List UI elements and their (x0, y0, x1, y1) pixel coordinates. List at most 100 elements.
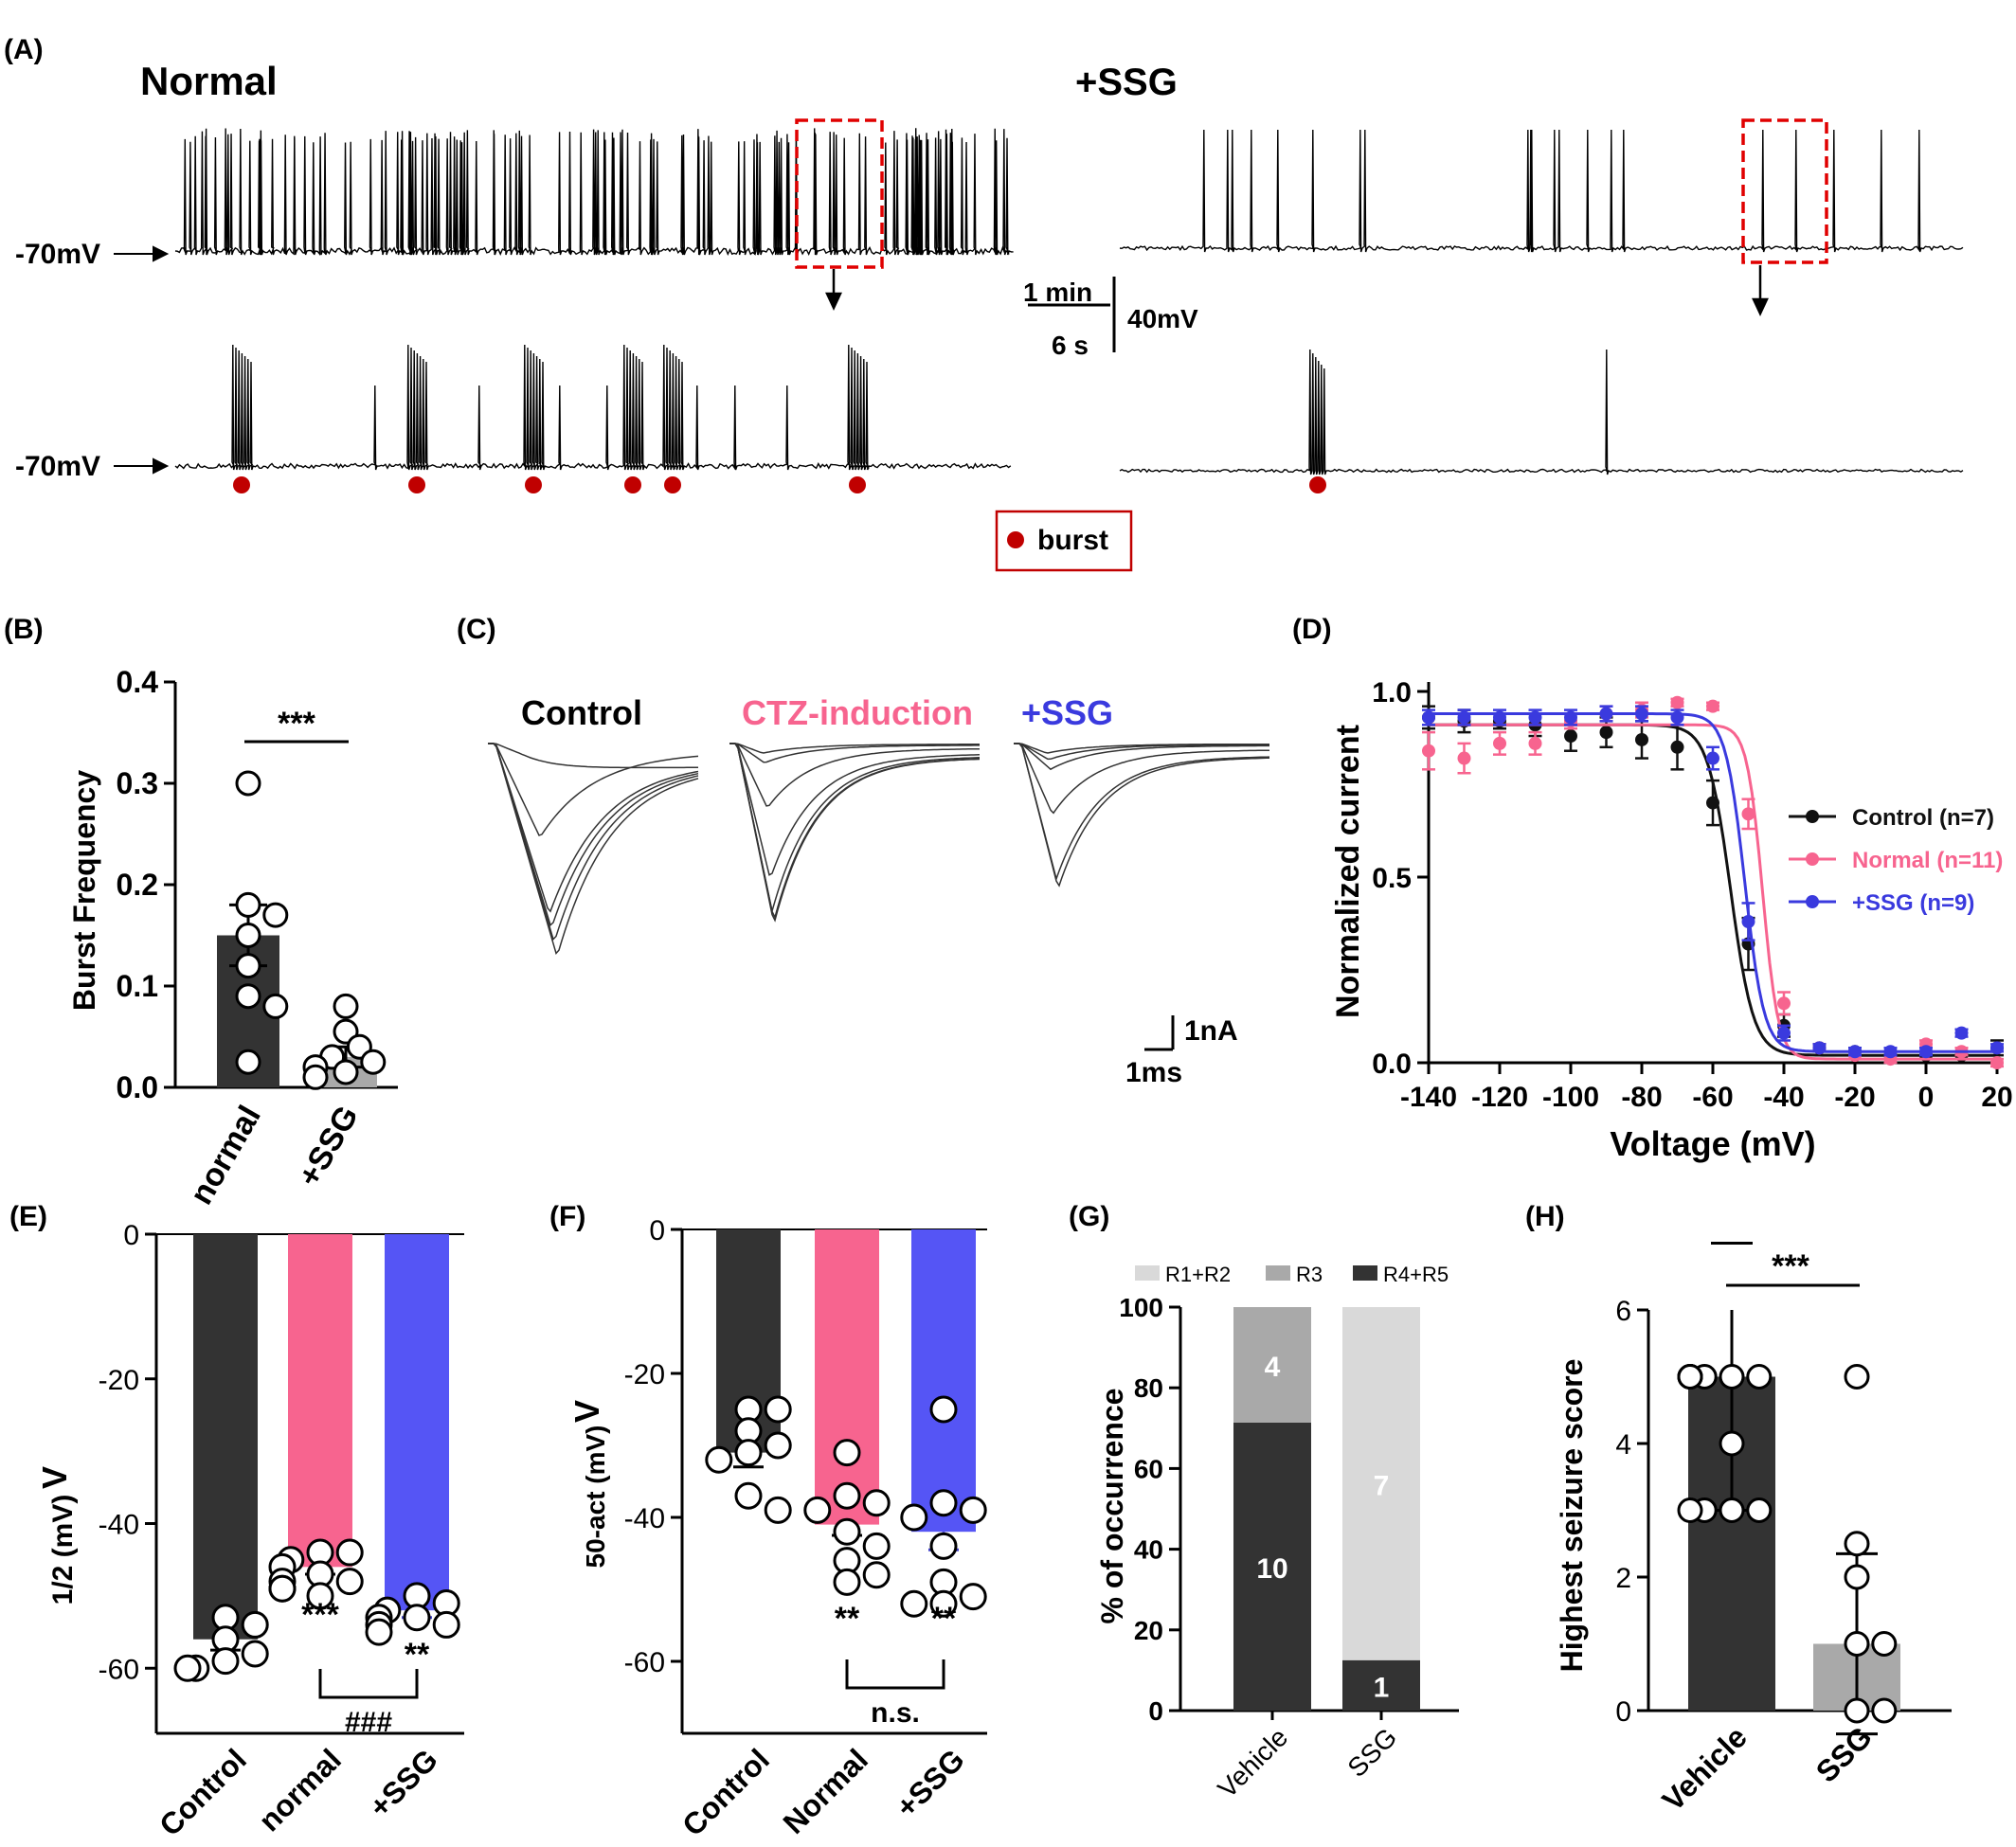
e-ylabel-v: V (35, 1466, 74, 1489)
b-point (235, 983, 261, 1010)
burst-dot (525, 476, 542, 493)
g-legend-label: R4+R5 (1383, 1263, 1449, 1286)
d-xtick-label: -120 (1471, 1082, 1528, 1113)
f-ylabel-rest: 50-act (mV) (581, 1426, 610, 1569)
g-ytick-label: 80 (1134, 1373, 1163, 1403)
panel-d-label: (D) (1292, 614, 1332, 645)
c-current-trace (488, 743, 699, 913)
b-ytick-label: 0.2 (117, 868, 158, 902)
d-point (1919, 1045, 1933, 1059)
burst-legend-label: burst (1037, 525, 1108, 556)
g-legend-label: R3 (1296, 1263, 1323, 1286)
neg-ytick-label: -40 (99, 1510, 139, 1541)
g-ylabel: % of occurrence (1095, 1389, 1129, 1624)
h-ytick-label: 0 (1615, 1696, 1631, 1728)
neg-point (734, 1481, 763, 1510)
g-bar-segment (1342, 1659, 1420, 1711)
d-point (1493, 736, 1506, 750)
d-point (1422, 744, 1435, 758)
panel-b-label: (B) (4, 614, 44, 645)
panel-h-label: (H) (1525, 1201, 1565, 1232)
panel-h-chart: 0 2 4 6 Highest seizure score Vehicle SSG *** (1555, 1242, 1952, 1818)
neg-point (335, 1568, 364, 1596)
h-point (1719, 1364, 1745, 1390)
d-ylabel: Normalized current (1330, 725, 1366, 1018)
b-point (235, 953, 261, 979)
burst-legend: burst (995, 510, 1133, 572)
h-xtick-label: SSG (1809, 1719, 1879, 1788)
d-xtick-label: -140 (1400, 1082, 1457, 1113)
b-point (360, 1049, 387, 1075)
c-current-trace (1014, 743, 1269, 771)
neg-point (764, 1496, 792, 1524)
neg-point (734, 1439, 763, 1467)
b-point (302, 1064, 329, 1090)
neg-xtick-label: Control (153, 1742, 253, 1842)
b-ytick-label: 0.4 (117, 665, 159, 699)
b-point (262, 902, 289, 928)
neg-ytick-label: -20 (624, 1359, 665, 1390)
c-current-trace (729, 743, 980, 807)
h-point (1719, 1497, 1745, 1523)
c-current-trace (488, 743, 699, 956)
neg-xtick-label: normal (252, 1742, 348, 1838)
g-count-label: 4 (1265, 1352, 1281, 1383)
neg-point (241, 1610, 269, 1639)
neg-point (959, 1496, 987, 1524)
h-point (1677, 1364, 1703, 1390)
neg-ytick-label: -60 (624, 1647, 665, 1678)
burst-dot (664, 476, 681, 493)
b-point (262, 993, 289, 1019)
d-point (1883, 1045, 1898, 1059)
burst-dot (1309, 476, 1326, 493)
neg-bracket-label: ### (345, 1707, 392, 1738)
trace-ssg-zoom (1119, 349, 1964, 475)
d-point (1528, 736, 1542, 750)
h-point (1871, 1631, 1898, 1657)
g-bar-segment (1233, 1307, 1311, 1423)
d-point (1564, 729, 1577, 744)
neg-point (764, 1431, 792, 1460)
normal-title: Normal (140, 59, 278, 103)
h-point (1746, 1497, 1773, 1523)
d-xlabel: Voltage (mV) (1610, 1124, 1815, 1163)
panel-c-label: (C) (457, 614, 496, 645)
d-legend-label: Normal (n=11) (1852, 848, 2003, 873)
neg-bracket-label: n.s. (871, 1697, 920, 1729)
g-ytick-label: 60 (1134, 1454, 1163, 1483)
b-xtick-label: +SSG (291, 1100, 366, 1192)
g-ytick-label: 40 (1134, 1535, 1163, 1565)
b-point (235, 1049, 261, 1075)
g-legend-swatch (1135, 1265, 1160, 1281)
d-point (1741, 915, 1755, 929)
panel-a-traces (174, 128, 1964, 493)
b-ylabel: Burst Frequency (67, 770, 101, 1011)
neg-ytick-label: 0 (123, 1220, 139, 1251)
neg-xtick-label: Normal (777, 1742, 874, 1839)
neg-point (900, 1589, 928, 1618)
d-point (1457, 710, 1471, 725)
h-point (1746, 1364, 1773, 1390)
d-legend-marker (1806, 852, 1819, 866)
neg-point (705, 1445, 733, 1474)
neg-point (900, 1503, 928, 1532)
d-legend-label: Control (n=7) (1852, 805, 1994, 831)
panel-d-chart: -140 -120 -100 -80 -60 -40 -20 0 20 0.0 0.5 1.0 Volt… (1330, 677, 2013, 1163)
neg-point (335, 1538, 364, 1567)
panel-b-chart: 0.0 0.1 0.2 0.3 0.4 Burst Frequency normal +SSG… (67, 665, 398, 1210)
d-point (1564, 710, 1577, 725)
neg-bracket (318, 1669, 419, 1699)
d-ytick-label: 1.0 (1372, 677, 1412, 708)
ssg-title: +SSG (1075, 62, 1178, 103)
neg-point (929, 1589, 958, 1618)
b-point (333, 1059, 359, 1085)
g-bar-segment (1342, 1307, 1420, 1660)
b-point (235, 891, 261, 918)
neg-point (211, 1647, 240, 1676)
neg-point (241, 1640, 269, 1668)
trace-ssg-overview (1119, 129, 1964, 253)
d-point (1706, 699, 1719, 713)
zoom-box-ssg (1741, 118, 1828, 264)
d-point (1848, 1045, 1862, 1059)
